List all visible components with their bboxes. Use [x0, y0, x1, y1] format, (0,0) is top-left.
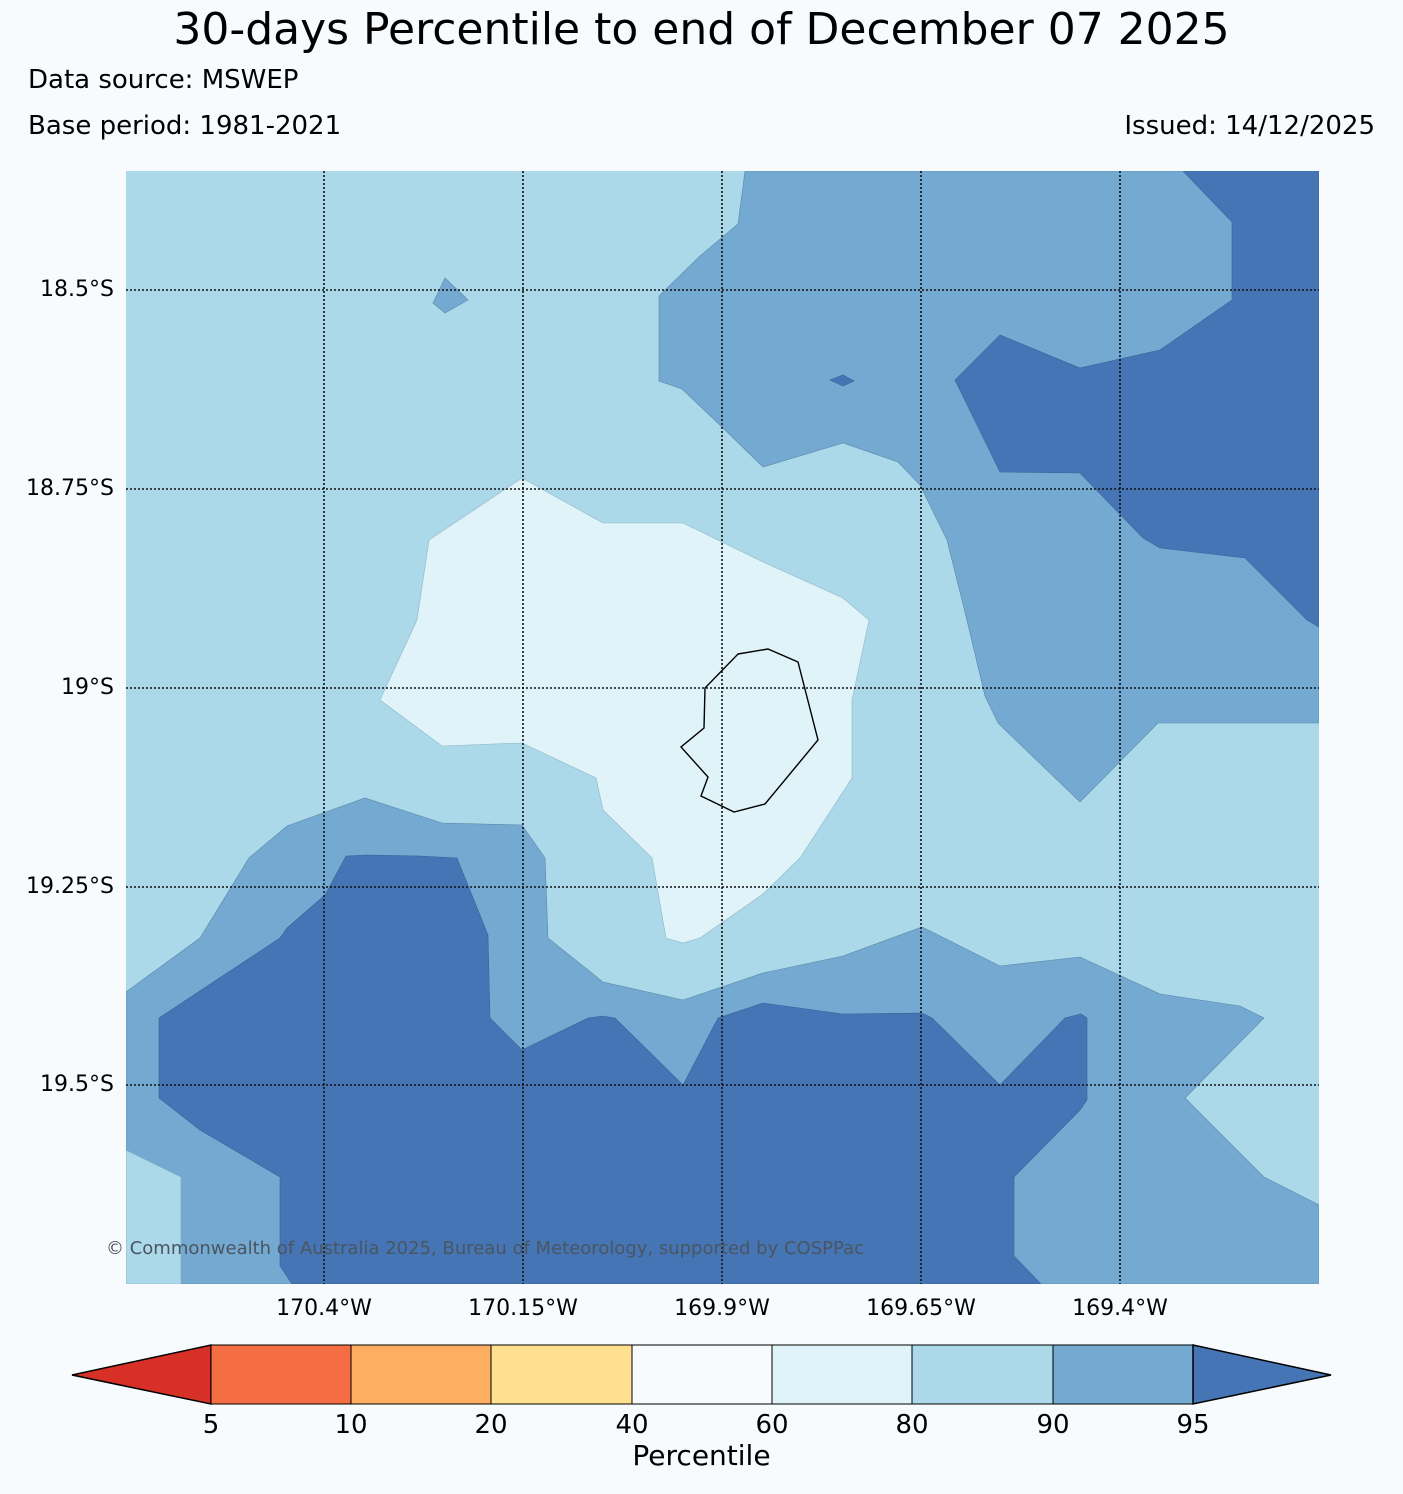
lon-label: 170.15°W: [468, 1296, 578, 1321]
copyright-notice: © Commonwealth of Australia 2025, Bureau…: [106, 1238, 864, 1259]
lat-label: 18.75°S: [26, 476, 114, 501]
graticule: [126, 171, 1319, 1284]
colorbar-tick-label: 5: [202, 1410, 220, 1440]
lat-label: 19°S: [61, 675, 114, 700]
lon-label: 169.9°W: [674, 1296, 770, 1321]
region-80-90-southwest: [126, 1149, 182, 1284]
colorbar-tick-label: 40: [615, 1410, 649, 1440]
lon-label: 169.65°W: [866, 1296, 976, 1321]
island-outline: [679, 648, 819, 813]
colorbar-tick-label: 10: [334, 1410, 368, 1440]
colorbar-tick-label: 20: [474, 1410, 508, 1440]
data-source-label: Data source: MSWEP: [28, 65, 299, 95]
map-title: 30-days Percentile to end of December 07…: [173, 4, 1230, 55]
lon-label: 169.4°W: [1072, 1296, 1168, 1321]
colorbar-title: Percentile: [632, 1439, 771, 1472]
issued-date-label: Issued: 14/12/2025: [1124, 111, 1375, 141]
region-over-95-south: [158, 854, 1088, 1284]
lat-label: 19.5°S: [40, 1072, 114, 1097]
colorbar-tick-label: 60: [755, 1410, 789, 1440]
region-over-95-islet: [829, 374, 855, 387]
lat-label: 19.25°S: [26, 874, 114, 899]
region-over-95-northeast: [954, 171, 1319, 628]
region-90-95-northeast: [658, 171, 1319, 803]
region-90-95-islet: [432, 277, 469, 314]
region-60-80-central: [379, 477, 870, 944]
colorbar-tick-label: 95: [1176, 1410, 1210, 1440]
colorbar-tick-label: 80: [895, 1410, 929, 1440]
lat-label: 18.5°S: [40, 277, 114, 302]
lon-label: 170.4°W: [276, 1296, 372, 1321]
base-period-label: Base period: 1981-2021: [28, 111, 342, 141]
colorbar-tick-label: 90: [1036, 1410, 1070, 1440]
